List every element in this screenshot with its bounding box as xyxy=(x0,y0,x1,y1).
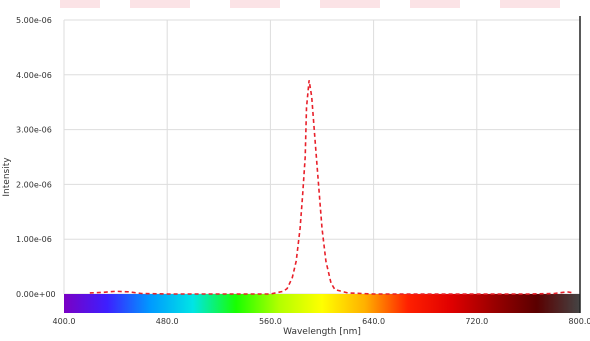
visible-spectrum-colorbar xyxy=(64,294,580,313)
grid-lines xyxy=(63,19,581,295)
x-tick-label: 400.0 xyxy=(53,317,76,326)
y-tick-label: 0.00e+00 xyxy=(16,290,56,299)
y-tick-label: 3.00e-06 xyxy=(16,126,52,135)
x-tick-label: 800.0 xyxy=(569,317,590,326)
y-axis-title: Intensity xyxy=(2,157,12,197)
decorative-stripe xyxy=(230,0,280,8)
x-tick-labels: 400.0 480.0 560.0 640.0 720.0 800.0 xyxy=(53,317,590,326)
y-tick-label: 1.00e-06 xyxy=(16,235,52,244)
decorative-stripe xyxy=(130,0,190,8)
y-tick-labels: 0.00e+00 1.00e-06 2.00e-06 3.00e-06 4.00e-06… xyxy=(16,16,56,299)
decorative-stripe xyxy=(60,0,100,8)
x-tick-label: 480.0 xyxy=(156,317,179,326)
y-tick-label: 2.00e-06 xyxy=(16,180,52,189)
x-tick-label: 640.0 xyxy=(362,317,385,326)
decorative-stripe xyxy=(320,0,380,8)
y-tick-label: 5.00e-06 xyxy=(16,16,52,25)
x-tick-label: 720.0 xyxy=(465,317,488,326)
series-group xyxy=(89,80,574,295)
x-tick-label: 560.0 xyxy=(259,317,282,326)
series-line xyxy=(89,80,574,295)
decorative-stripe xyxy=(500,0,560,8)
y-tick-label: 4.00e-06 xyxy=(16,71,52,80)
decorative-stripe xyxy=(410,0,460,8)
x-axis-title: Wavelength [nm] xyxy=(283,327,361,337)
